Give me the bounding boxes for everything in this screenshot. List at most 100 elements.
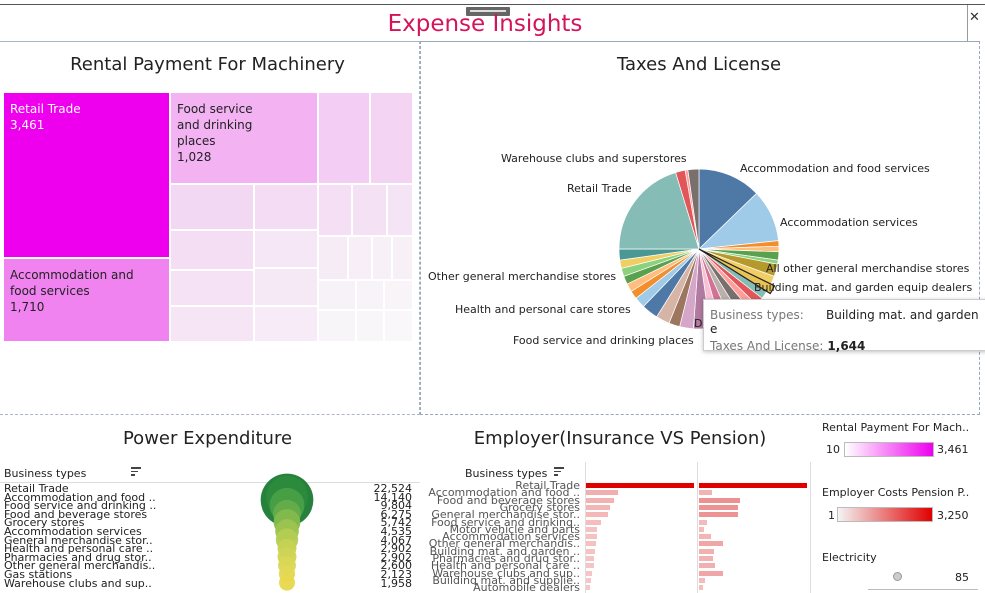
treemap-cell-label: Retail Trade <box>10 102 81 116</box>
pension-bar[interactable] <box>699 504 738 510</box>
treemap-cell[interactable] <box>392 236 413 280</box>
insurance-bar[interactable] <box>586 519 602 525</box>
power-row-label[interactable]: Warehouse clubs and sup.. <box>4 576 152 590</box>
pension-bar[interactable] <box>699 483 807 488</box>
treemap-cell[interactable] <box>170 306 254 342</box>
treemap-cell[interactable] <box>387 184 413 236</box>
pension-bar[interactable] <box>699 548 715 554</box>
treemap-cell[interactable] <box>170 184 254 230</box>
insurance-bar[interactable] <box>586 504 610 510</box>
insurance-bar[interactable] <box>586 512 608 518</box>
insurance-bar[interactable] <box>586 556 594 561</box>
employer-row-label[interactable]: Accommodation services <box>442 532 580 542</box>
employer-row-label[interactable]: Health and personal care .. <box>430 561 580 571</box>
treemap-cell[interactable] <box>370 92 413 184</box>
employer-row-label[interactable]: Accommodation and food .. <box>428 488 580 498</box>
power-row-label[interactable]: General merchandise stor.. <box>4 533 153 547</box>
power-row-label[interactable]: Retail Trade <box>4 482 69 495</box>
employer-row-label[interactable]: Pharmacies and drug stor.. <box>432 554 580 563</box>
insurance-bar[interactable] <box>586 585 591 591</box>
treemap-cell[interactable] <box>318 280 356 310</box>
power-bubble[interactable] <box>277 547 297 567</box>
pension-bar[interactable] <box>699 570 723 576</box>
treemap-cell[interactable] <box>384 280 413 310</box>
power-row-label[interactable]: Food service and drinking .. <box>4 499 157 513</box>
power-row-label[interactable]: Accommodation and food .. <box>4 490 156 504</box>
power-row-label[interactable]: Accommodation services <box>4 525 142 538</box>
pension-bar[interactable] <box>699 512 738 518</box>
pension-bar[interactable] <box>699 577 706 583</box>
insurance-bar[interactable] <box>586 570 593 576</box>
treemap-cell[interactable] <box>254 306 318 342</box>
power-row-label[interactable]: Pharmacies and drug stor.. <box>4 550 152 564</box>
pension-bar[interactable] <box>699 585 704 591</box>
pension-bar[interactable] <box>699 541 723 547</box>
employer-row-label[interactable]: Other general merchandis.. <box>428 539 580 549</box>
insurance-bar[interactable] <box>586 577 592 583</box>
insurance-bar[interactable] <box>586 548 595 554</box>
power-bubble[interactable] <box>279 574 295 591</box>
power-row-label[interactable]: Health and personal care .. <box>4 542 154 556</box>
employer-row-label[interactable]: Food service and drinking.. <box>431 517 580 527</box>
insurance-bar[interactable] <box>586 490 619 496</box>
employer-row-label[interactable]: Food and beverage stores <box>436 495 580 505</box>
treemap-cell[interactable] <box>356 310 384 342</box>
employer-row-label[interactable]: Warehouse clubs and sup.. <box>432 568 580 578</box>
insurance-bar[interactable] <box>586 497 615 503</box>
treemap-cell-accommodation-food[interactable]: Accommodation and food services 1,710 <box>3 258 170 342</box>
insurance-bar[interactable] <box>586 534 597 540</box>
treemap-cell[interactable] <box>318 184 352 236</box>
treemap-cell[interactable] <box>356 280 384 310</box>
treemap-cell[interactable] <box>254 268 318 306</box>
pension-bar[interactable] <box>699 490 712 496</box>
sort-icon[interactable] <box>554 467 564 476</box>
treemap-cell[interactable] <box>372 236 392 280</box>
power-row-label[interactable]: Grocery stores <box>4 516 85 530</box>
employer-row-label[interactable]: Grocery stores <box>499 502 580 512</box>
pension-bar[interactable] <box>699 556 714 561</box>
power-bubble[interactable] <box>273 509 301 536</box>
power-row-label[interactable]: Food and beverage stores <box>4 507 148 521</box>
employer-row-label[interactable]: Automobile dealers <box>473 583 580 593</box>
close-icon[interactable]: ✕ <box>967 5 981 41</box>
employer-row-label[interactable]: General merchandise stor.. <box>431 510 580 520</box>
insurance-bar[interactable] <box>586 483 694 488</box>
treemap-cell[interactable] <box>352 184 387 236</box>
power-bubble[interactable] <box>278 565 296 583</box>
insurance-bar[interactable] <box>586 563 594 569</box>
power-bubble[interactable] <box>275 528 299 551</box>
power-bubble[interactable] <box>277 538 297 558</box>
treemap-cell[interactable] <box>318 310 356 342</box>
power-bubble[interactable] <box>273 499 301 528</box>
treemap-cell[interactable] <box>254 184 318 230</box>
treemap-cell[interactable] <box>384 310 413 342</box>
divider <box>810 462 811 593</box>
treemap-cell-label: Food service and drinking places <box>177 102 253 148</box>
treemap-cell[interactable] <box>170 230 254 270</box>
employer-row-label[interactable]: Building mat. and garden .. <box>429 546 580 556</box>
power-bubble[interactable] <box>278 556 296 575</box>
employer-row-label[interactable]: Building mat. and supplie.. <box>432 575 580 585</box>
treemap-cell[interactable] <box>318 92 370 184</box>
treemap-cell[interactable] <box>254 230 318 268</box>
treemap-cell[interactable] <box>348 236 372 280</box>
treemap-cell[interactable] <box>318 236 348 280</box>
sort-icon[interactable] <box>131 467 141 476</box>
pension-bar[interactable] <box>699 534 711 540</box>
power-bubble[interactable] <box>269 487 305 523</box>
treemap-cell-retail-trade[interactable]: Retail Trade 3,461 <box>3 92 170 258</box>
power-bubble[interactable] <box>275 519 299 543</box>
pension-bar[interactable] <box>699 526 705 532</box>
treemap-cell[interactable] <box>170 270 254 306</box>
pension-bar[interactable] <box>699 519 707 525</box>
employer-row-label[interactable]: Retail Trade <box>515 481 580 490</box>
drag-handle-icon[interactable] <box>466 7 510 16</box>
power-row-label[interactable]: Gas stations <box>4 568 73 581</box>
insurance-bar[interactable] <box>586 541 596 547</box>
pension-bar[interactable] <box>699 497 741 503</box>
pension-bar[interactable] <box>699 563 716 569</box>
power-row-label[interactable]: Other general merchandis.. <box>4 559 156 573</box>
employer-row-label[interactable]: Motor vehicle and parts <box>449 524 580 534</box>
treemap-cell-food-service[interactable]: Food service and drinking places 1,028 <box>170 92 318 184</box>
insurance-bar[interactable] <box>586 526 597 532</box>
